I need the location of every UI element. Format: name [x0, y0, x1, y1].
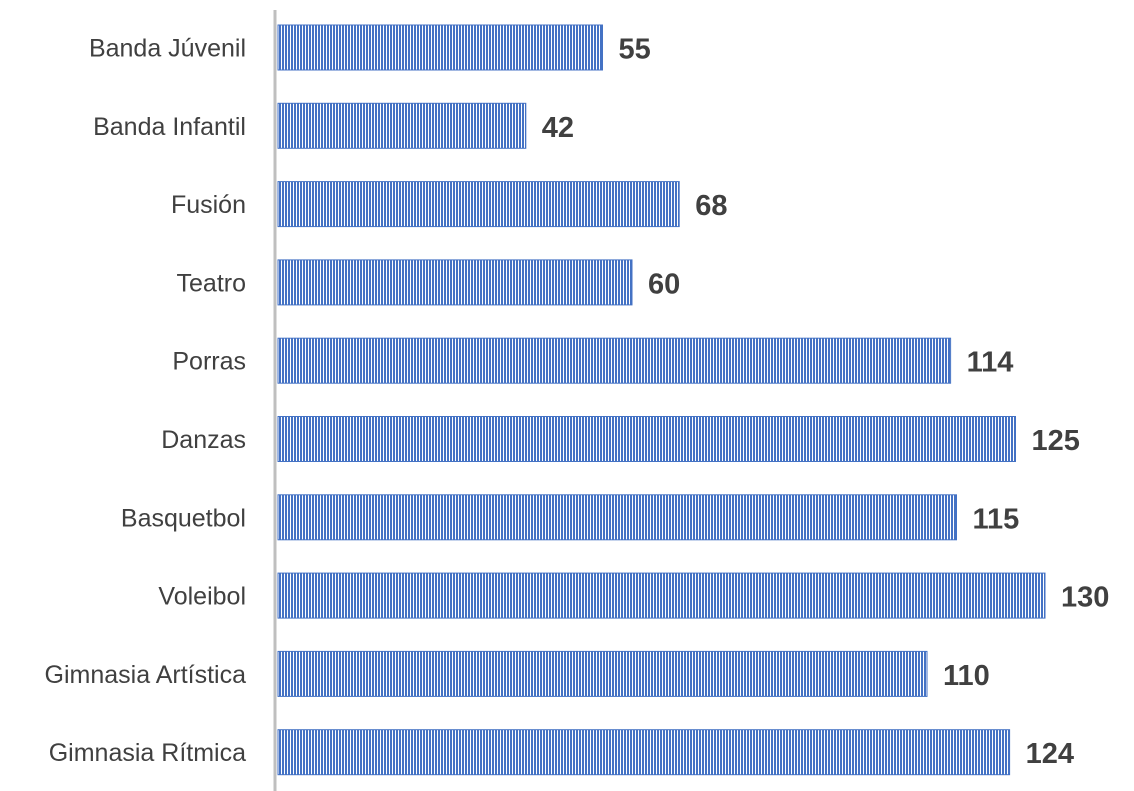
- data-label: 115: [973, 503, 1020, 535]
- bar: [277, 24, 603, 71]
- category-label: Teatro: [177, 269, 246, 297]
- category-label: Gimnasia Rítmica: [49, 739, 246, 767]
- bar: [277, 416, 1016, 462]
- category-label: Porras: [172, 348, 246, 376]
- category-label: Basquetbol: [121, 504, 246, 532]
- data-label: 114: [967, 347, 1014, 379]
- category-label: Danzas: [161, 426, 246, 454]
- data-label: 110: [943, 660, 990, 692]
- data-label: 55: [619, 34, 651, 66]
- data-label: 130: [1061, 582, 1109, 614]
- bar: [277, 181, 680, 228]
- bar: [277, 572, 1046, 619]
- bar: [277, 729, 1011, 776]
- category-label: Banda Infantil: [93, 113, 246, 141]
- category-labels: Banda Júvenil Banda Infantil Fusión Teatro P…: [45, 35, 247, 768]
- value-labels: 55 42 68 60 114 125 115 130 110 124: [542, 34, 1110, 771]
- category-label: Banda Júvenil: [89, 35, 246, 63]
- bar: [277, 259, 633, 306]
- bar: [277, 650, 928, 697]
- category-label: Fusión: [171, 191, 246, 219]
- bars-group: [277, 24, 1046, 776]
- category-label: Gimnasia Artística: [45, 661, 247, 689]
- data-label: 68: [695, 190, 727, 222]
- data-label: 42: [542, 112, 574, 144]
- data-label: 60: [648, 268, 680, 300]
- bar: [277, 494, 957, 541]
- bar: [277, 102, 527, 149]
- data-label: 124: [1026, 738, 1074, 770]
- data-label: 125: [1032, 425, 1080, 457]
- bar: [277, 337, 952, 384]
- category-label: Voleibol: [158, 583, 246, 611]
